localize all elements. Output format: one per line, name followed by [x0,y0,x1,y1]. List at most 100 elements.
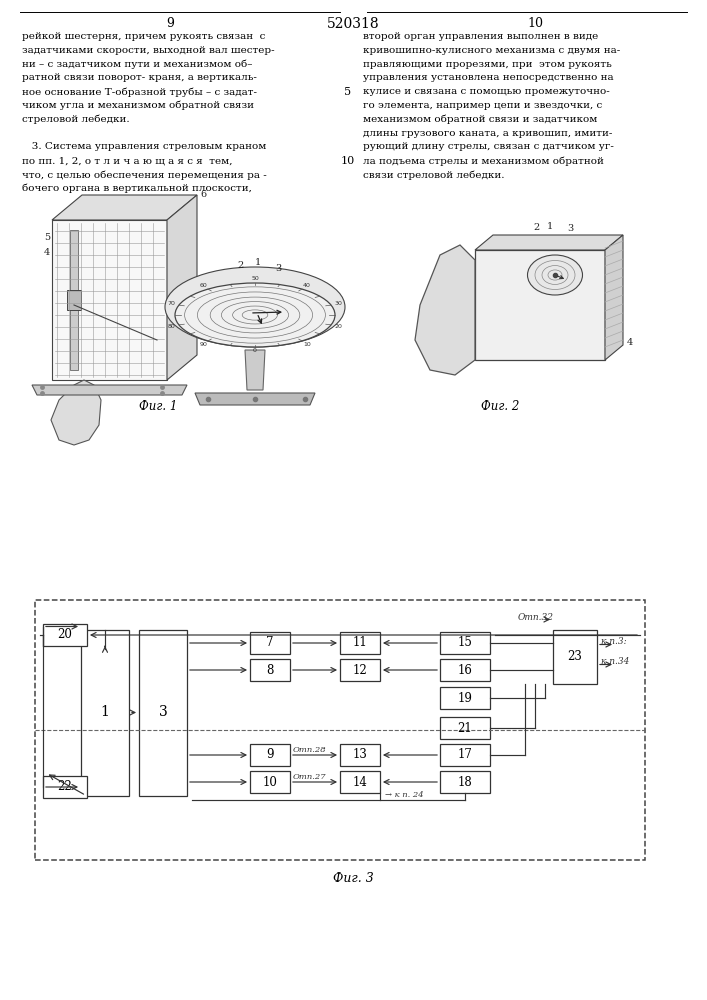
FancyBboxPatch shape [81,630,129,796]
Text: второй орган управления выполнен в виде: второй орган управления выполнен в виде [363,32,598,41]
Text: Фиг. 3: Фиг. 3 [332,872,373,885]
Text: правляющими прорезями, при  этом рукоять: правляющими прорезями, при этом рукоять [363,60,612,69]
Text: 12: 12 [353,664,368,676]
Polygon shape [605,235,623,360]
FancyBboxPatch shape [440,687,490,709]
Text: 3. Система управления стреловым краном: 3. Система управления стреловым краном [22,142,267,151]
FancyBboxPatch shape [250,659,290,681]
Text: 16: 16 [457,664,472,676]
Polygon shape [475,250,605,360]
Text: Фиг. 2: Фиг. 2 [481,400,519,413]
Text: задатчиками скорости, выходной вал шестер-: задатчиками скорости, выходной вал шесте… [22,46,274,55]
Polygon shape [245,350,265,390]
Text: длины грузового каната, а кривошип, имити-: длины грузового каната, а кривошип, имит… [363,129,612,138]
Text: 7: 7 [267,637,274,650]
Polygon shape [167,195,197,380]
Text: кулисе и связана с помощью промежуточно-: кулисе и связана с помощью промежуточно- [363,87,609,96]
Text: 8: 8 [267,664,274,676]
FancyBboxPatch shape [440,717,490,739]
Text: 4: 4 [627,338,633,347]
Text: 3: 3 [275,264,281,273]
Text: кривошипно-кулисного механизма с двумя на-: кривошипно-кулисного механизма с двумя н… [363,46,620,55]
Text: 5: 5 [44,233,50,242]
FancyBboxPatch shape [340,659,380,681]
Text: Отп.27: Отп.27 [293,773,327,781]
Text: 4: 4 [44,248,50,257]
Text: управления установлена непосредственно на: управления установлена непосредственно н… [363,73,614,82]
FancyBboxPatch shape [250,771,290,793]
Text: 2: 2 [533,223,539,232]
Text: ни – с задатчиком пути и механизмом об–: ни – с задатчиком пути и механизмом об– [22,60,252,69]
Ellipse shape [165,267,345,347]
Text: 11: 11 [353,637,368,650]
Text: чиком угла и механизмом обратной связи: чиком угла и механизмом обратной связи [22,101,254,110]
Text: 520318: 520318 [327,17,380,31]
Text: 9: 9 [166,17,174,30]
Text: по пп. 1, 2, о т л и ч а ю щ а я с я  тем,: по пп. 1, 2, о т л и ч а ю щ а я с я тем… [22,156,233,165]
Text: 60: 60 [199,283,207,288]
Text: 17: 17 [457,748,472,762]
Text: 15: 15 [457,637,472,650]
Polygon shape [195,393,315,405]
Text: 1: 1 [255,258,262,267]
Text: → к п. 24: → к п. 24 [385,791,423,799]
Polygon shape [475,235,623,250]
Text: 0: 0 [253,349,257,354]
Text: 40: 40 [303,283,310,288]
Polygon shape [415,245,475,375]
Text: 3: 3 [158,706,168,720]
Text: 90: 90 [199,342,207,347]
Text: бочего органа в вертикальной плоскости,: бочего органа в вертикальной плоскости, [22,184,252,193]
Polygon shape [52,220,167,380]
FancyBboxPatch shape [250,744,290,766]
FancyBboxPatch shape [43,776,87,798]
FancyBboxPatch shape [340,771,380,793]
Text: 14: 14 [353,776,368,788]
Text: Фиг. 1: Фиг. 1 [139,400,177,413]
Text: 1: 1 [100,706,110,720]
Text: к п.34: к п.34 [601,658,629,666]
Text: ратной связи поворот- краня, а вертикаль-: ратной связи поворот- краня, а вертикаль… [22,73,257,82]
Text: 80: 80 [168,324,175,329]
Text: стреловой лебедки.: стреловой лебедки. [22,115,129,124]
FancyBboxPatch shape [340,744,380,766]
FancyBboxPatch shape [440,744,490,766]
Text: 10: 10 [262,776,277,788]
Ellipse shape [527,255,583,295]
FancyBboxPatch shape [250,632,290,654]
FancyBboxPatch shape [440,659,490,681]
Text: к п.3:: к п.3: [601,638,626,647]
Text: 70: 70 [168,301,175,306]
FancyBboxPatch shape [440,771,490,793]
Polygon shape [32,385,187,395]
Text: 10: 10 [527,17,543,30]
Text: связи стреловой лебедки.: связи стреловой лебедки. [363,170,505,180]
FancyBboxPatch shape [340,632,380,654]
Text: 5: 5 [344,87,351,97]
Text: рующий длину стрелы, связан с датчиком уг-: рующий длину стрелы, связан с датчиком у… [363,142,614,151]
Text: 19: 19 [457,692,472,704]
Polygon shape [67,290,81,310]
Text: Отп.28: Отп.28 [293,746,327,754]
Text: 50: 50 [251,276,259,282]
Text: 18: 18 [457,776,472,788]
Polygon shape [52,195,197,220]
Text: ное основание Т-образной трубы – с задат-: ное основание Т-образной трубы – с задат… [22,87,257,97]
Text: 1: 1 [547,222,554,231]
Text: что, с целью обеспечения перемещения ра -: что, с целью обеспечения перемещения ра … [22,170,267,180]
Text: 22: 22 [58,780,72,794]
Text: 13: 13 [353,748,368,762]
FancyBboxPatch shape [139,630,187,796]
Text: механизмом обратной связи и задатчиком: механизмом обратной связи и задатчиком [363,115,597,124]
Text: 9: 9 [267,748,274,762]
FancyBboxPatch shape [440,632,490,654]
Polygon shape [51,380,101,445]
Text: рейкой шестерня, причем рукоять связан  с: рейкой шестерня, причем рукоять связан с [22,32,265,41]
Text: 10: 10 [303,342,310,347]
Text: 21: 21 [457,722,472,734]
Text: го элемента, например цепи и звездочки, с: го элемента, например цепи и звездочки, … [363,101,602,110]
Text: Отп.32: Отп.32 [518,612,554,621]
Ellipse shape [175,283,335,347]
Text: 30: 30 [334,301,343,306]
Text: 20: 20 [57,629,72,642]
